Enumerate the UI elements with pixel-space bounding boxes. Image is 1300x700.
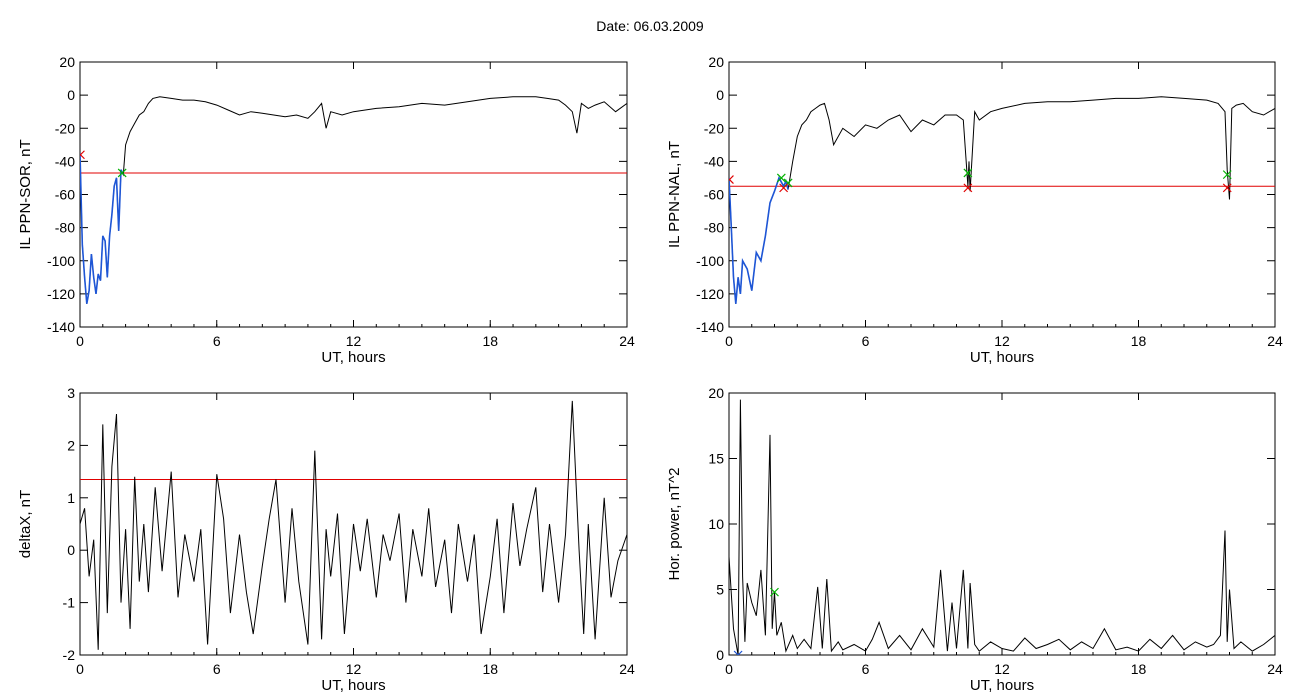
y-tick-label: -120 bbox=[696, 286, 724, 302]
y-tick-label: 20 bbox=[59, 54, 75, 70]
y-tick-label: 0 bbox=[716, 647, 724, 663]
y-axis-label: Hor. power, nT^2 bbox=[666, 468, 683, 581]
data-marker bbox=[770, 587, 779, 597]
y-tick-label: 1 bbox=[67, 490, 75, 506]
data-marker bbox=[963, 183, 973, 193]
y-tick-label: -20 bbox=[704, 120, 724, 136]
y-tick-label: 2 bbox=[67, 437, 75, 453]
y-tick-label: 0 bbox=[716, 87, 724, 103]
x-tick-label: 6 bbox=[862, 661, 870, 677]
x-axis-label: UT, hours bbox=[970, 349, 1034, 366]
x-tick-label: 18 bbox=[482, 661, 498, 677]
data-marker bbox=[729, 175, 734, 185]
plot-frame bbox=[728, 61, 1276, 328]
y-tick-label: -140 bbox=[47, 319, 75, 335]
x-tick-label: 6 bbox=[862, 333, 870, 349]
y-tick-label: 20 bbox=[708, 385, 724, 401]
y-tick-label: 0 bbox=[67, 87, 75, 103]
x-tick-label: 12 bbox=[346, 661, 362, 677]
panel-top-right: 0 6 12 18 24 -140 -120 -100 -80 -60 -40 -20 0 20 UT, h… bbox=[666, 54, 1283, 366]
x-tick-label: 6 bbox=[213, 333, 221, 349]
series-line bbox=[729, 96, 1275, 304]
y-tick-label: -60 bbox=[704, 187, 724, 203]
series-line bbox=[729, 175, 789, 304]
y-tick-label: -2 bbox=[63, 647, 76, 663]
plot-area bbox=[80, 400, 627, 650]
y-tick-label: -20 bbox=[55, 120, 75, 136]
plot-area bbox=[729, 399, 1275, 655]
y-tick-label: -80 bbox=[704, 220, 724, 236]
data-marker bbox=[733, 650, 743, 655]
y-tick-label: -120 bbox=[47, 286, 75, 302]
plot-frame bbox=[728, 392, 1276, 656]
data-marker bbox=[776, 173, 786, 183]
y-tick-label: -140 bbox=[696, 319, 724, 335]
series-line bbox=[80, 400, 627, 650]
x-tick-label: 0 bbox=[725, 661, 733, 677]
series-line bbox=[80, 153, 125, 304]
y-axis-label: IL PPN-SOR, nT bbox=[17, 139, 34, 249]
plot-frame bbox=[79, 61, 628, 328]
y-axis-label: IL PPN-NAL, nT bbox=[666, 141, 683, 248]
x-axis-label: UT, hours bbox=[970, 677, 1034, 694]
panel-top-left: 0 6 12 18 24 -140 -120 -100 -80 -60 -40 -20 0 20 UT, h… bbox=[17, 54, 635, 366]
data-marker bbox=[1222, 183, 1232, 193]
x-tick-label: 24 bbox=[619, 661, 635, 677]
x-tick-label: 18 bbox=[1131, 661, 1147, 677]
data-marker bbox=[117, 168, 127, 178]
data-marker bbox=[779, 183, 789, 193]
x-axis-label: UT, hours bbox=[321, 677, 385, 694]
x-tick-label: 24 bbox=[619, 333, 635, 349]
data-marker bbox=[80, 150, 85, 160]
x-tick-label: 0 bbox=[76, 333, 84, 349]
y-tick-label: -1 bbox=[63, 595, 76, 611]
y-tick-label: 20 bbox=[708, 54, 724, 70]
y-tick-label: -80 bbox=[55, 220, 75, 236]
x-tick-label: 6 bbox=[213, 661, 221, 677]
x-axis-label: UT, hours bbox=[321, 349, 385, 366]
x-tick-label: 0 bbox=[725, 333, 733, 349]
series-line bbox=[80, 96, 627, 304]
y-tick-label: 0 bbox=[67, 542, 75, 558]
data-marker bbox=[1222, 170, 1232, 180]
x-tick-label: 24 bbox=[1267, 333, 1283, 349]
y-tick-label: -100 bbox=[47, 253, 75, 269]
y-tick-label: 15 bbox=[708, 451, 724, 467]
x-tick-label: 24 bbox=[1267, 661, 1283, 677]
y-tick-label: 10 bbox=[708, 516, 724, 532]
x-tick-label: 0 bbox=[76, 661, 84, 677]
x-tick-label: 18 bbox=[1131, 333, 1147, 349]
y-tick-label: -100 bbox=[696, 253, 724, 269]
series-line bbox=[729, 399, 1275, 655]
plot-area bbox=[729, 96, 1275, 304]
panel-bottom-right: 0 6 12 18 24 0 5 10 15 20 UT, hours Hor. power, nT^… bbox=[666, 385, 1283, 694]
x-tick-label: 18 bbox=[482, 333, 498, 349]
y-axis-label: deltaX, nT bbox=[17, 490, 34, 558]
y-tick-label: -40 bbox=[704, 153, 724, 169]
y-tick-label: 5 bbox=[716, 582, 724, 598]
chart-date-title: Date: 06.03.2009 bbox=[596, 18, 704, 34]
y-tick-label: 3 bbox=[67, 385, 75, 401]
plot-area bbox=[80, 96, 627, 304]
y-tick-label: -60 bbox=[55, 187, 75, 203]
x-tick-label: 12 bbox=[994, 661, 1010, 677]
x-tick-label: 12 bbox=[346, 333, 362, 349]
x-tick-label: 12 bbox=[994, 333, 1010, 349]
data-marker bbox=[963, 168, 973, 178]
y-tick-label: -40 bbox=[55, 153, 75, 169]
